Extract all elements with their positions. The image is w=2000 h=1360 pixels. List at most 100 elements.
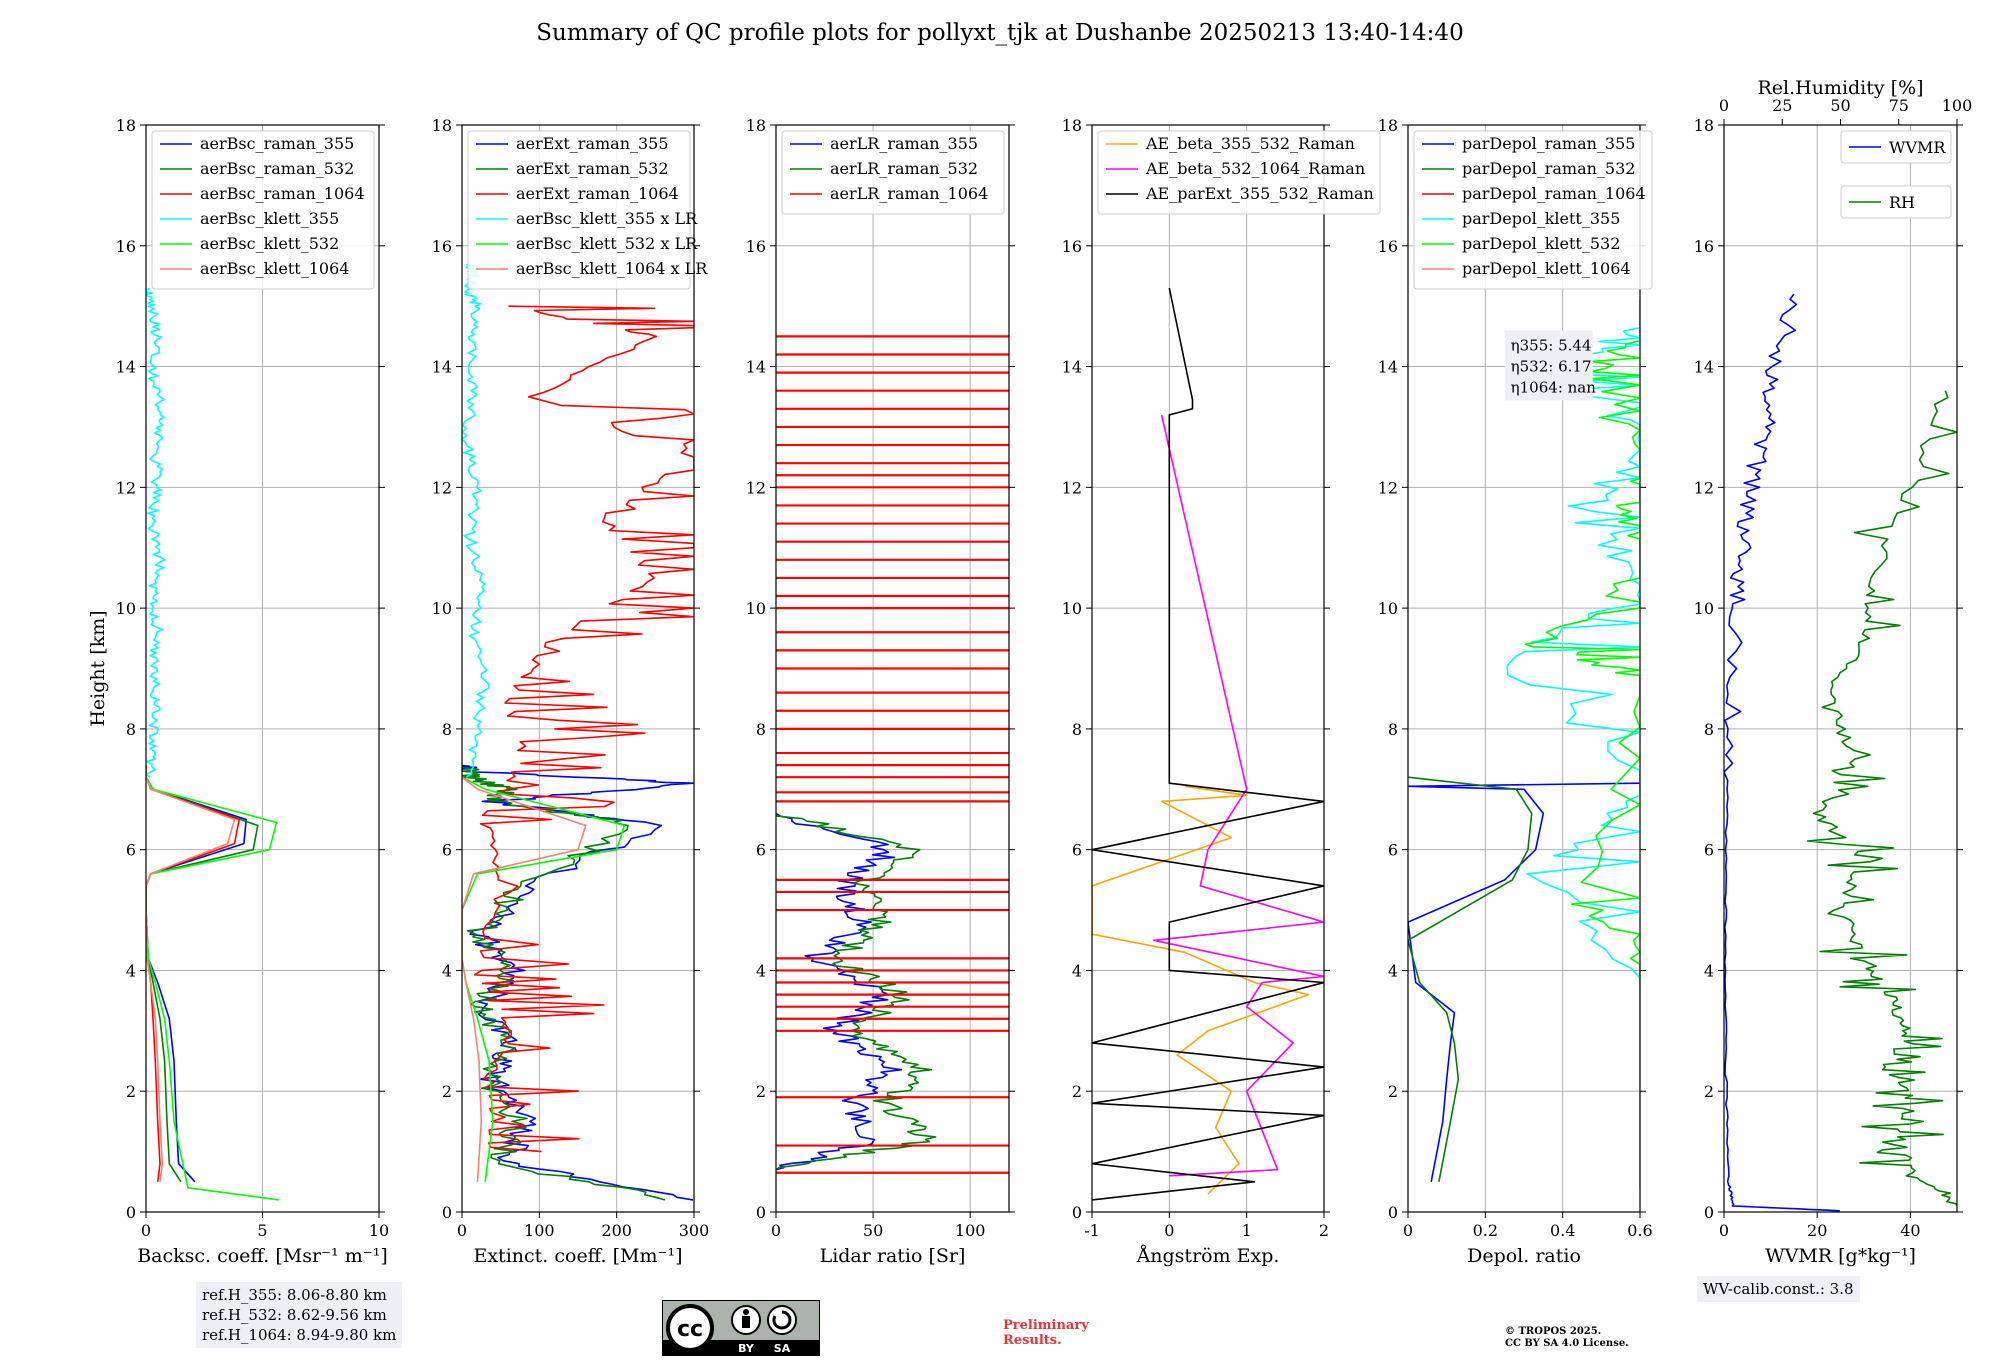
y-tick-label: 8 [442, 720, 452, 739]
y-axis-label: Height [km] [87, 610, 109, 726]
y-tick-label: 18 [116, 116, 136, 135]
x-tick-label: 100 [524, 1221, 555, 1240]
y-tick-label: 8 [1388, 720, 1398, 739]
x2-axis-label: Rel.Humidity [%] [1757, 77, 1923, 99]
y-tick-label: 6 [126, 841, 136, 860]
legend-label-aerbsc-klett-1064-x-lr: aerBsc_klett_1064 x LR [516, 259, 708, 278]
y-tick-label: 10 [1062, 599, 1082, 618]
y-tick-label: 12 [432, 478, 452, 497]
x-tick-label: 5 [257, 1221, 267, 1240]
y-tick-label: 14 [116, 358, 136, 377]
x-tick-label: 10 [369, 1221, 389, 1240]
y-tick-label: 12 [116, 478, 136, 497]
legend-label-pardepol-raman-1064: parDepol_raman_1064 [1462, 184, 1646, 203]
x-axis-label: Ångström Exp. [1136, 1245, 1280, 1267]
x-tick-label: 100 [955, 1221, 986, 1240]
series-aerext-raman-1064 [473, 305, 694, 1153]
x2-tick-label: 50 [1830, 96, 1850, 115]
series-group [146, 287, 279, 1201]
y-tick-label: 2 [442, 1082, 452, 1101]
y-tick-label: 12 [746, 478, 766, 497]
series-pardepol-klett-532 [1524, 300, 1640, 983]
y-tick-label: 16 [1062, 237, 1082, 256]
y-tick-label: 14 [1062, 358, 1082, 377]
panel-frame [1407, 124, 1641, 1213]
y-tick-label: 12 [1062, 478, 1082, 497]
ref-height-355: ref.H_355: 8.06-8.80 km [202, 1286, 387, 1304]
legend-box [1840, 130, 1952, 164]
panel-5: 0 0.2 0.4 0.6 0 2 4 6 8 10 12 14 16 18 Depol. ratio par… [1378, 116, 1653, 1267]
legend-label-aerbsc-raman-532: aerBsc_raman_532 [200, 159, 354, 178]
legend-label-pardepol-klett-355: parDepol_klett_355 [1462, 209, 1620, 228]
y-tick-label: 18 [746, 116, 766, 135]
legend-label-aerbsc-klett-355-x-lr: aerBsc_klett_355 x LR [516, 209, 698, 228]
panel-2: 0 100 200 300 0 2 4 6 8 10 12 14 16 18 Extinct. coeff.… [432, 116, 710, 1267]
legend-label-ae-beta-532-1064-raman: AE_beta_532_1064_Raman [1145, 159, 1365, 178]
series-pardepol-raman-532 [1408, 776, 1533, 1182]
y-tick-label: 18 [1694, 116, 1714, 135]
cc-by-sa-icon: cc BY SA [662, 1300, 820, 1356]
y-tick-label: 8 [756, 720, 766, 739]
x2-tick-label: 100 [1942, 96, 1973, 115]
wv-calibration-box: WV-calib.const.: 3.8 [1697, 1276, 1860, 1302]
ref-height-1064: ref.H_1064: 8.94-9.80 km [202, 1326, 397, 1344]
y-tick-label: 18 [1062, 116, 1082, 135]
series-aerbsc-klett-1064-x-lr [462, 776, 587, 1182]
legend-label-aerbsc-klett-532-x-lr: aerBsc_klett_532 x LR [516, 234, 698, 253]
series-aerbsc-raman-355 [146, 765, 247, 1183]
y-tick-label: 14 [1378, 358, 1398, 377]
y-tick-label: 0 [126, 1203, 136, 1222]
preliminary-note: Preliminary Results. [1003, 1318, 1089, 1348]
legend-label-aerext-raman-355: aerExt_raman_355 [516, 134, 669, 153]
legend-label-pardepol-klett-1064: parDepol_klett_1064 [1462, 259, 1631, 278]
legend-label-aerlr-raman-355: aerLR_raman_355 [830, 134, 978, 153]
y-tick-label: 0 [1704, 1203, 1714, 1222]
y-tick-label: 2 [126, 1082, 136, 1101]
x-tick-label: 0 [1403, 1221, 1413, 1240]
legend-box [1840, 185, 1952, 219]
svg-text:cc: cc [677, 1317, 703, 1342]
y-tick-label: 14 [432, 358, 452, 377]
y-tick-label: 2 [1072, 1082, 1082, 1101]
y-tick-label: 4 [1388, 961, 1398, 980]
x-axis-label: WVMR [g*kg⁻¹] [1765, 1245, 1916, 1267]
eta-annotation-line: η1064: nan [1511, 378, 1597, 396]
x-tick-label: 200 [601, 1221, 632, 1240]
series-aerext-raman-355 [462, 764, 694, 1201]
preliminary-line-1: Preliminary [1003, 1318, 1089, 1333]
y-tick-label: 2 [1704, 1082, 1714, 1101]
y-tick-label: 8 [126, 720, 136, 739]
panel-3: 0 50 100 0 2 4 6 8 10 12 14 16 18 Lidar ratio [Sr] aer… [746, 116, 1015, 1267]
x-tick-label: -1 [1084, 1221, 1100, 1240]
series-rh [1806, 390, 1957, 1207]
legend-label-aerlr-raman-532: aerLR_raman_532 [830, 159, 978, 178]
legend-label-aerbsc-klett-355: aerBsc_klett_355 [200, 209, 339, 228]
legend-box [151, 130, 375, 290]
x2-tick-label: 75 [1889, 96, 1909, 115]
copyright-line-1: © TROPOS 2025. [1505, 1326, 1602, 1337]
x-tick-label: 300 [679, 1221, 710, 1240]
y-tick-label: 4 [126, 961, 136, 980]
series-pardepol-klett-355 [1506, 324, 1640, 1188]
series-aerlr-raman-355 [776, 812, 903, 1171]
legend-label-aerext-raman-1064: aerExt_raman_1064 [516, 184, 679, 203]
y-tick-label: 12 [1378, 478, 1398, 497]
x-tick-label: 1 [1242, 1221, 1252, 1240]
series-aerbsc-klett-532-x-lr [462, 776, 626, 1182]
panel-6: 0 20 40 0 2 4 6 8 10 12 14 16 18 WVMR [g*kg⁻¹] 0 25 50 75… [1694, 77, 1973, 1267]
series-ae-beta-532-1064-raman [1153, 414, 1324, 1177]
legend-label-ae-parext-355-532-raman: AE_parExt_355_532_Raman [1145, 184, 1374, 203]
legend-label-rh: RH [1889, 193, 1915, 212]
x-tick-label: 20 [1807, 1221, 1827, 1240]
series-aerbsc-klett-355 [146, 287, 166, 778]
x-tick-label: 50 [863, 1221, 883, 1240]
y-tick-label: 4 [442, 961, 452, 980]
x-tick-label: 0 [771, 1221, 781, 1240]
y-tick-label: 0 [1388, 1203, 1398, 1222]
y-tick-label: 16 [116, 237, 136, 256]
reference-heights-box: ref.H_355: 8.06-8.80 km ref.H_532: 8.62-… [196, 1282, 403, 1348]
y-tick-label: 6 [756, 841, 766, 860]
x-axis-label: Extinct. coeff. [Mm⁻¹] [473, 1245, 682, 1267]
legend-box [781, 130, 1005, 215]
series-aerlr-raman-532 [776, 813, 937, 1171]
